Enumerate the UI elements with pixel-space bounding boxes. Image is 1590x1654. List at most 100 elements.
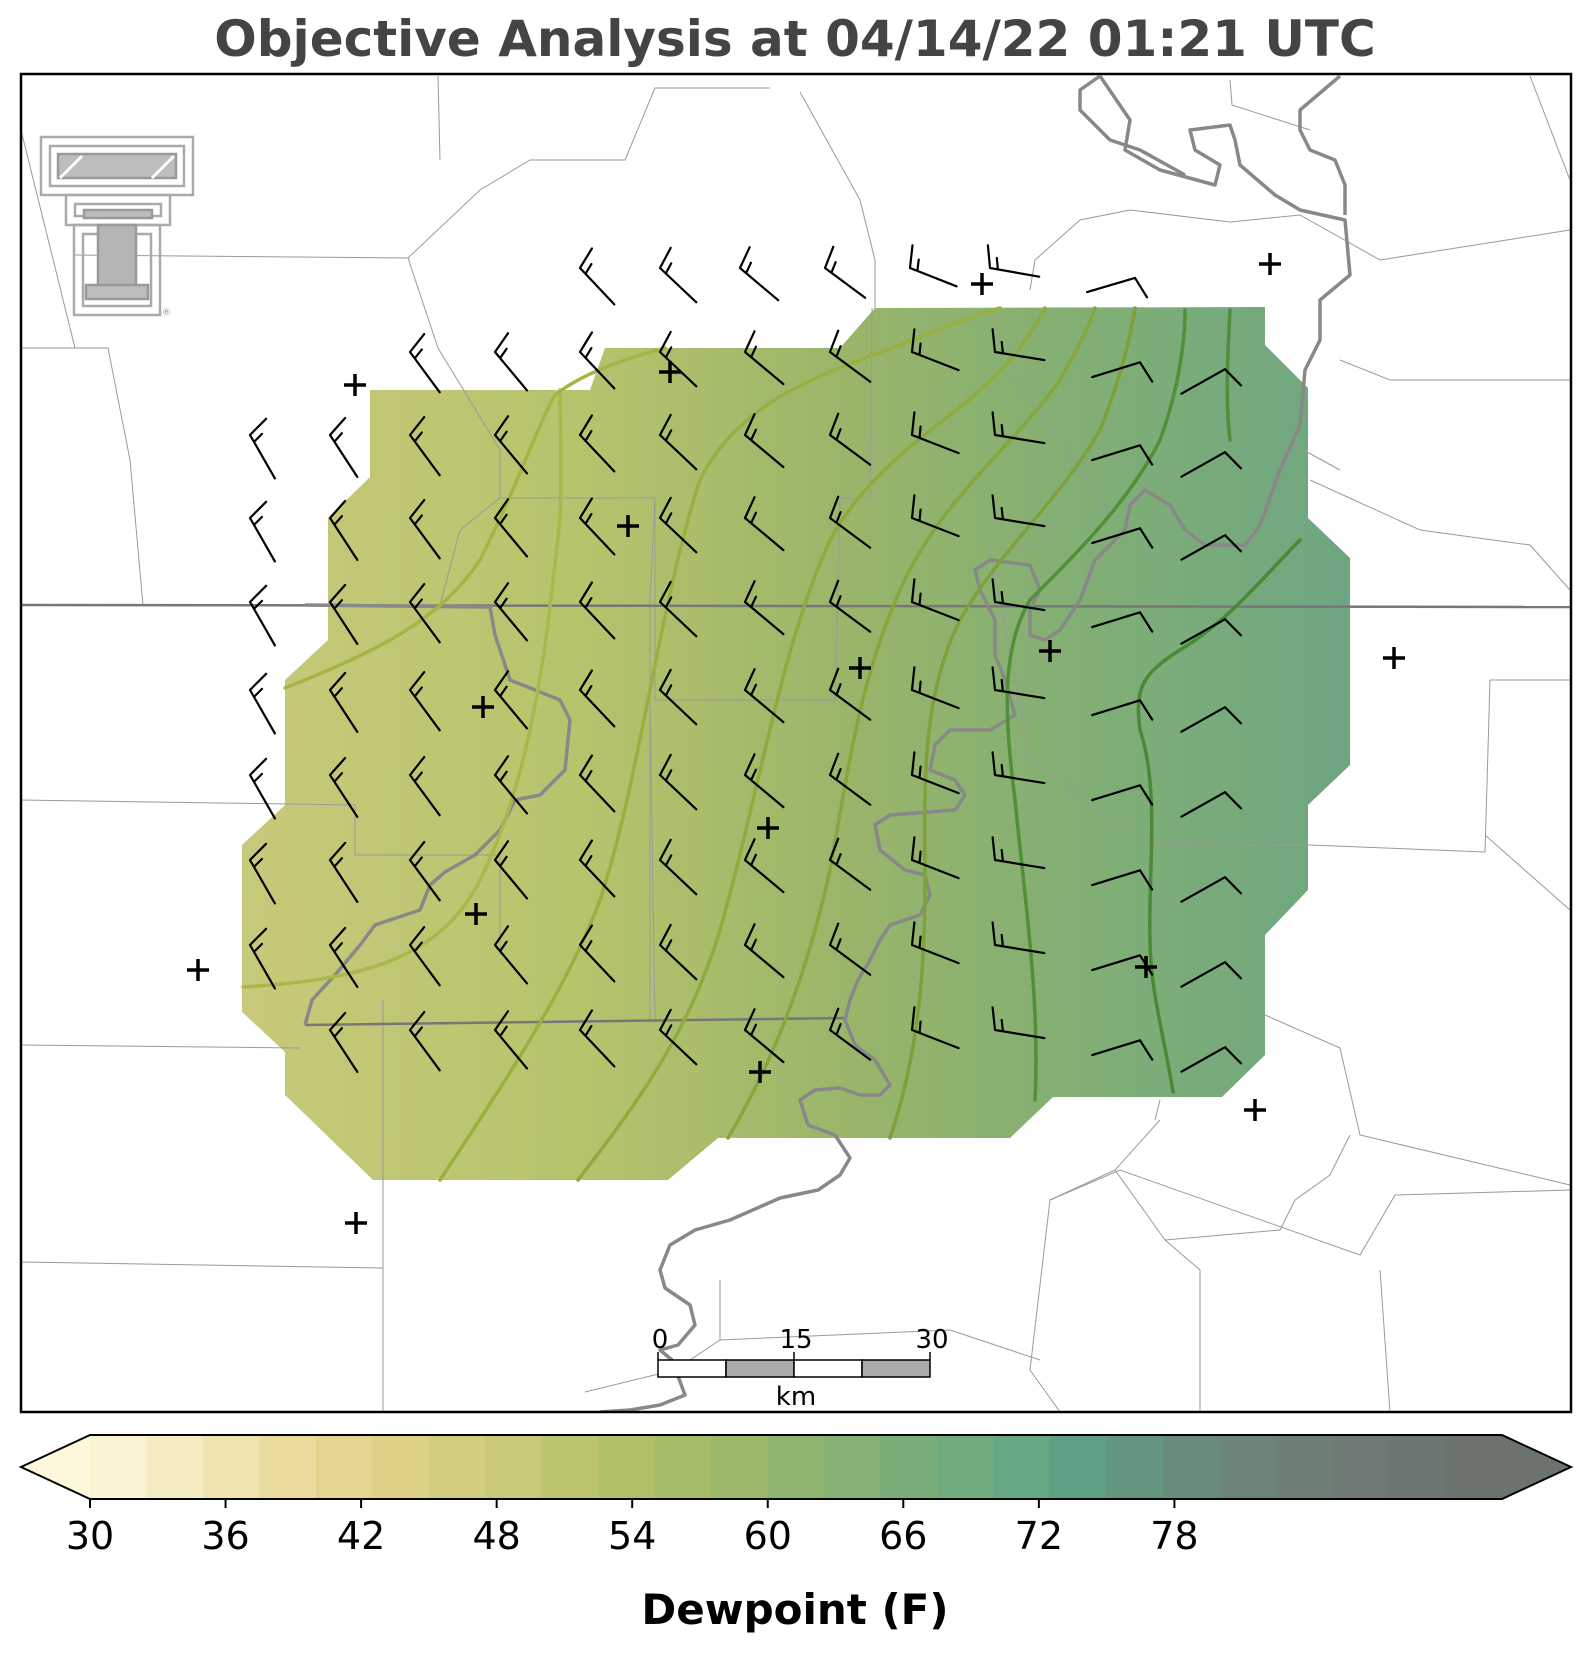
wind-barb [248, 672, 276, 735]
wind-barb [910, 578, 960, 622]
wind-barb [1091, 1039, 1154, 1061]
wind-barb [1180, 368, 1243, 395]
scale-unit: km [776, 1382, 816, 1412]
colorbar-segment [767, 1435, 825, 1499]
wind-barb [578, 924, 616, 983]
wind-barb [1180, 1046, 1243, 1073]
station-plus [971, 273, 993, 295]
wind-barb [743, 1008, 785, 1064]
wind-barb [743, 923, 785, 979]
colorbar-tick-label: 66 [879, 1514, 927, 1558]
colorbar-segment [1332, 1435, 1390, 1499]
wind-barb [248, 927, 276, 990]
wind-barb [328, 499, 359, 561]
colorbar-segment [654, 1435, 712, 1499]
map-title: Objective Analysis at 04/14/22 01:21 UTC [214, 10, 1376, 68]
station-markers [187, 253, 1405, 1234]
wind-barb [248, 842, 276, 905]
wind-barb [408, 841, 441, 902]
wind-barb [743, 330, 785, 386]
wind-barb [578, 414, 616, 473]
wind-barb [408, 756, 441, 817]
station-plus [1135, 956, 1157, 978]
wind-barb [408, 926, 441, 987]
wind-barb [408, 416, 441, 477]
wind-barb [743, 668, 785, 724]
wind-barb [910, 494, 960, 538]
colorbar-segment [372, 1435, 430, 1499]
wind-barb [986, 244, 1041, 278]
wind-barb [248, 757, 276, 820]
wind-barb [1180, 534, 1243, 561]
wind-barbs [248, 244, 1243, 1073]
rivers [303, 74, 1352, 1412]
wind-barb [908, 244, 958, 288]
station-plus [465, 903, 487, 925]
station-plus [1039, 640, 1061, 662]
scale-tick-30: 30 [915, 1325, 948, 1355]
wind-barb [991, 328, 1046, 362]
wind-barb [1180, 791, 1243, 818]
colorbar-tick-label: 48 [472, 1514, 520, 1558]
wind-barb [828, 1007, 872, 1061]
colorbar-segment [1389, 1435, 1447, 1499]
wind-barb [991, 578, 1046, 612]
station-plus [1383, 647, 1405, 669]
colorbar-segment [824, 1435, 882, 1499]
wind-barb [658, 668, 698, 726]
wind-barb [1180, 961, 1243, 988]
station-plus [1244, 1099, 1266, 1121]
wind-barb [828, 329, 872, 383]
wind-barb [328, 926, 359, 988]
wind-barb [743, 838, 785, 894]
wind-barb [328, 841, 359, 903]
wind-barb [493, 415, 529, 475]
wind-barb [1091, 611, 1154, 633]
wind-barb [248, 500, 276, 563]
wind-barb [493, 582, 529, 642]
station-plus [344, 374, 366, 396]
wind-barb [493, 332, 529, 392]
wind-barb [658, 496, 698, 554]
station-plus [617, 515, 639, 537]
wind-barb [828, 922, 872, 976]
colorbar-tick-label: 60 [744, 1514, 792, 1558]
wind-barb [328, 583, 359, 645]
wind-barb [1091, 784, 1154, 806]
colorbar-segment [1106, 1435, 1164, 1499]
wind-barb [578, 497, 616, 556]
wind-barb [328, 416, 359, 478]
colorbar-segment [146, 1435, 204, 1499]
wind-barb [1180, 451, 1243, 478]
wind-barb [1086, 276, 1149, 299]
logo-registered-mark: ® [162, 308, 171, 318]
wind-barb [828, 837, 872, 891]
wind-barb [578, 754, 616, 813]
wind-barb [493, 1010, 529, 1070]
wind-barb [248, 584, 276, 647]
wind-barb [328, 1011, 359, 1073]
wind-barb [743, 496, 785, 552]
wind-barb [991, 836, 1046, 870]
station-plus [472, 696, 494, 718]
colorbar-extend-high [1502, 1435, 1571, 1499]
wind-barb [828, 667, 872, 721]
wind-barb [991, 666, 1046, 700]
wind-barb [328, 671, 359, 733]
colorbar-segment [1219, 1435, 1277, 1499]
colorbar-label: Dewpoint (F) [641, 1585, 949, 1634]
wind-barb [578, 331, 616, 390]
colorbar-tick-label: 30 [66, 1514, 114, 1558]
colorbar-segment [1163, 1435, 1221, 1499]
wind-barb [910, 751, 960, 795]
colorbar: 30 36 42 48 54 60 66 72 78 [18, 1434, 1574, 1558]
colorbar-extend-low [21, 1435, 90, 1499]
wind-barb [1180, 706, 1243, 733]
colorbar-segment [880, 1435, 938, 1499]
scale-tick-0: 0 [652, 1325, 669, 1355]
wind-barb [991, 494, 1046, 528]
colorbar-tick-label: 78 [1150, 1514, 1198, 1558]
wind-barb [493, 925, 529, 985]
wind-barb [991, 921, 1046, 955]
